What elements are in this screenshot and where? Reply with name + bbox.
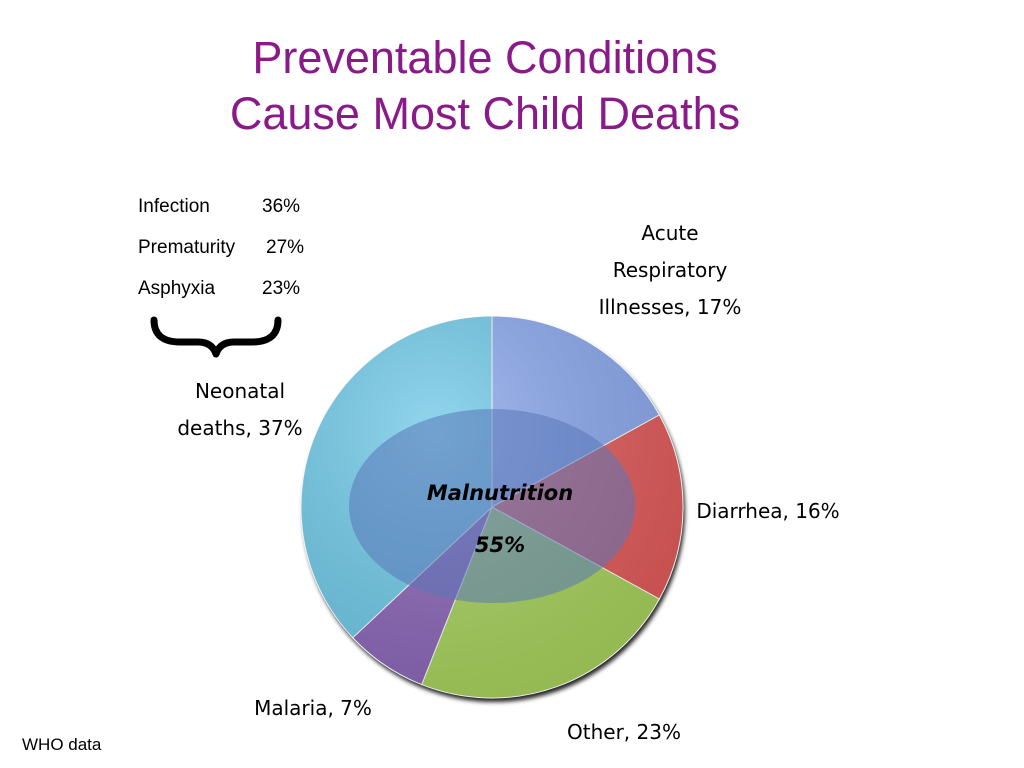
- curly-brace: [150, 316, 282, 358]
- malnutrition-label: Malnutrition: [427, 481, 573, 505]
- slice-label-3: Malaria, 7%: [254, 696, 372, 720]
- slice-label-line: Other, 23%: [567, 720, 681, 744]
- title-line-1: Preventable Conditions: [252, 32, 718, 83]
- breakdown-name: Asphyxia: [138, 278, 216, 299]
- slice-label-2: Other, 23%: [567, 720, 681, 744]
- breakdown-pct: 27%: [266, 237, 305, 258]
- slice-label-1: Diarrhea, 16%: [696, 499, 839, 523]
- chart-title: Preventable Conditions Cause Most Child …: [0, 30, 970, 142]
- malnutrition-overlay: [349, 409, 635, 603]
- breakdown-name: Prematurity: [138, 237, 236, 258]
- slice-label-line: deaths, 37%: [177, 416, 302, 440]
- slice-label-line: Malaria, 7%: [254, 696, 372, 720]
- slice-label-line: Neonatal: [195, 379, 285, 403]
- malnutrition-value: 55%: [475, 533, 525, 557]
- breakdown-name: Infection: [138, 196, 210, 217]
- slice-label-4: Neonatal deaths, 37%: [177, 379, 302, 440]
- slice-label-line: Illnesses, 17%: [599, 295, 742, 319]
- breakdown-pct: 23%: [262, 278, 301, 299]
- source-note: WHO data: [22, 735, 102, 754]
- title-line-2: Cause Most Child Deaths: [229, 88, 741, 139]
- slice-labels: Acute Respiratory Illnesses, 17% Diarrhea, …: [177, 221, 839, 744]
- slice-label-line: Respiratory: [613, 258, 728, 282]
- slice-label-line: Diarrhea, 16%: [696, 499, 839, 523]
- slice-label-line: Acute: [641, 221, 698, 245]
- breakdown-pct: 36%: [262, 196, 301, 217]
- slice-label-0: Acute Respiratory Illnesses, 17%: [599, 221, 742, 319]
